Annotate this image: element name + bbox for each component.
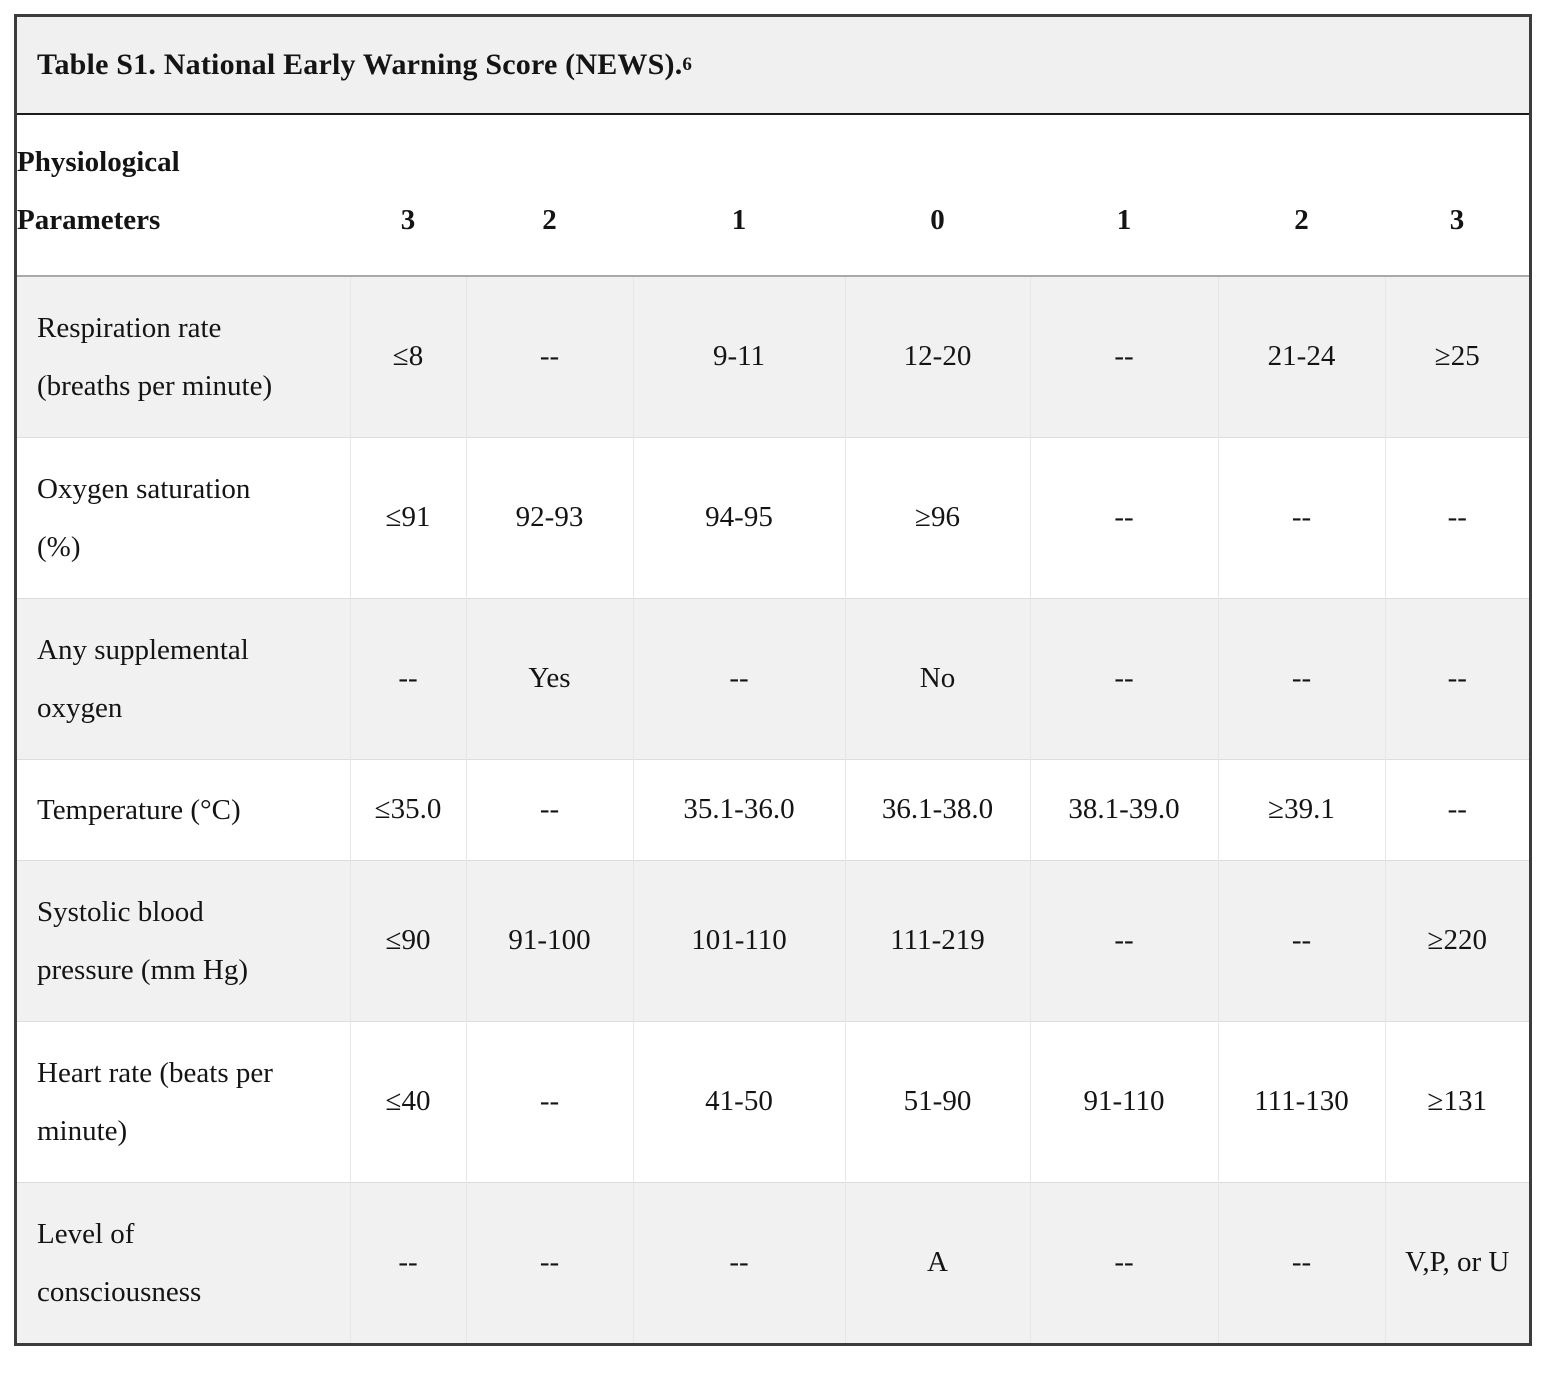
cell-value: -- bbox=[632, 1181, 845, 1343]
cell-value: -- bbox=[1217, 859, 1385, 1021]
header-score-3-left: 3 bbox=[350, 115, 466, 277]
cell-value: -- bbox=[465, 1181, 633, 1343]
row-label-line: (%) bbox=[37, 530, 81, 563]
cell-value: A bbox=[844, 1181, 1030, 1343]
row-label: Level of consciousness bbox=[17, 1181, 350, 1343]
cell-value: ≥25 bbox=[1384, 275, 1529, 437]
row-label-line: oxygen bbox=[37, 691, 123, 724]
page: { "title": { "text": "Table S1. National… bbox=[0, 14, 1546, 1400]
row-label-line: Temperature (°C) bbox=[37, 793, 241, 826]
cell-value: V,P, or U bbox=[1384, 1181, 1529, 1343]
cell-value: 94-95 bbox=[632, 436, 845, 598]
cell-value: -- bbox=[1217, 436, 1385, 598]
table-title: Table S1. National Early Warning Score (… bbox=[17, 17, 1529, 115]
row-label: Respiration rate (breaths per minute) bbox=[17, 275, 350, 437]
cell-value: ≤91 bbox=[349, 436, 466, 598]
cell-value: ≤90 bbox=[349, 859, 466, 1021]
row-label-line: minute) bbox=[37, 1114, 128, 1147]
header-score-3-right: 3 bbox=[1385, 115, 1529, 277]
row-heart-rate: Heart rate (beats per minute) ≤40 -- 41-… bbox=[17, 1020, 1529, 1182]
row-label-line: Any supplemental bbox=[37, 633, 249, 666]
cell-value: 9-11 bbox=[632, 275, 845, 437]
row-respiration-rate: Respiration rate (breaths per minute) ≤8… bbox=[17, 275, 1529, 437]
row-label-line: Level of bbox=[37, 1217, 135, 1250]
row-supplemental-oxygen: Any supplemental oxygen -- Yes -- No -- … bbox=[17, 597, 1529, 759]
row-label-line: Systolic blood bbox=[37, 895, 204, 928]
cell-value: Yes bbox=[465, 597, 633, 759]
cell-value: -- bbox=[1029, 275, 1218, 437]
header-label-line: Parameters bbox=[17, 204, 161, 236]
cell-value: 101-110 bbox=[632, 859, 845, 1021]
cell-value: -- bbox=[1384, 758, 1529, 860]
row-temperature: Temperature (°C) ≤35.0 -- 35.1-36.0 36.1… bbox=[17, 758, 1529, 860]
cell-value: 91-100 bbox=[465, 859, 633, 1021]
table-container: Table S1. National Early Warning Score (… bbox=[14, 14, 1532, 1346]
cell-value: -- bbox=[1029, 597, 1218, 759]
row-label-line: Respiration rate bbox=[37, 311, 222, 344]
row-label: Heart rate (beats per minute) bbox=[17, 1020, 350, 1182]
header-physiological-parameters: Physiological Parameters bbox=[17, 115, 350, 277]
row-label: Temperature (°C) bbox=[17, 758, 350, 860]
row-systolic-blood-pressure: Systolic blood pressure (mm Hg) ≤90 91-1… bbox=[17, 859, 1529, 1021]
cell-value: ≤8 bbox=[349, 275, 466, 437]
cell-value: -- bbox=[465, 1020, 633, 1182]
cell-value: -- bbox=[1384, 436, 1529, 598]
header-score-1-right: 1 bbox=[1030, 115, 1218, 277]
cell-value: -- bbox=[349, 597, 466, 759]
row-label-line: consciousness bbox=[37, 1275, 202, 1308]
row-label-line: Oxygen saturation bbox=[37, 472, 251, 505]
cell-value: 51-90 bbox=[844, 1020, 1030, 1182]
row-oxygen-saturation: Oxygen saturation (%) ≤91 92-93 94-95 ≥9… bbox=[17, 436, 1529, 598]
cell-value: No bbox=[844, 597, 1030, 759]
cell-value: 92-93 bbox=[465, 436, 633, 598]
row-label: Any supplemental oxygen bbox=[17, 597, 350, 759]
cell-value: -- bbox=[1384, 597, 1529, 759]
header-score-2-left: 2 bbox=[466, 115, 633, 277]
cell-value: 38.1-39.0 bbox=[1029, 758, 1218, 860]
cell-value: ≥131 bbox=[1384, 1020, 1529, 1182]
cell-value: -- bbox=[632, 597, 845, 759]
cell-value: 41-50 bbox=[632, 1020, 845, 1182]
cell-value: 21-24 bbox=[1217, 275, 1385, 437]
row-label-line: pressure (mm Hg) bbox=[37, 953, 249, 986]
row-label-line: (breaths per minute) bbox=[37, 369, 273, 402]
cell-value: ≤40 bbox=[349, 1020, 466, 1182]
cell-value: 35.1-36.0 bbox=[632, 758, 845, 860]
cell-value: -- bbox=[349, 1181, 466, 1343]
cell-value: 91-110 bbox=[1029, 1020, 1218, 1182]
cell-value: -- bbox=[1029, 436, 1218, 598]
cell-value: 12-20 bbox=[844, 275, 1030, 437]
header-score-1-left: 1 bbox=[633, 115, 845, 277]
cell-value: -- bbox=[1029, 1181, 1218, 1343]
row-label-line: Heart rate (beats per bbox=[37, 1056, 273, 1089]
cell-value: ≥220 bbox=[1384, 859, 1529, 1021]
row-level-of-consciousness: Level of consciousness -- -- -- A -- -- … bbox=[17, 1181, 1529, 1343]
cell-value: -- bbox=[1217, 597, 1385, 759]
cell-value: -- bbox=[465, 275, 633, 437]
table-title-text: Table S1. National Early Warning Score (… bbox=[37, 48, 683, 81]
cell-value: 111-130 bbox=[1217, 1020, 1385, 1182]
header-label-line: Physiological bbox=[17, 146, 180, 178]
header-row: Physiological Parameters 3 2 1 0 1 2 3 bbox=[17, 115, 1529, 277]
cell-value: -- bbox=[1029, 859, 1218, 1021]
cell-value: -- bbox=[1217, 1181, 1385, 1343]
cell-value: ≤35.0 bbox=[349, 758, 466, 860]
cell-value: 111-219 bbox=[844, 859, 1030, 1021]
header-score-0: 0 bbox=[845, 115, 1030, 277]
header-score-2-right: 2 bbox=[1218, 115, 1385, 277]
news-score-table: Physiological Parameters 3 2 1 0 1 2 3 R… bbox=[17, 115, 1529, 1343]
cell-value: 36.1-38.0 bbox=[844, 758, 1030, 860]
cell-value: -- bbox=[465, 758, 633, 860]
cell-value: ≥96 bbox=[844, 436, 1030, 598]
row-label: Systolic blood pressure (mm Hg) bbox=[17, 859, 350, 1021]
row-label: Oxygen saturation (%) bbox=[17, 436, 350, 598]
cell-value: ≥39.1 bbox=[1217, 758, 1385, 860]
